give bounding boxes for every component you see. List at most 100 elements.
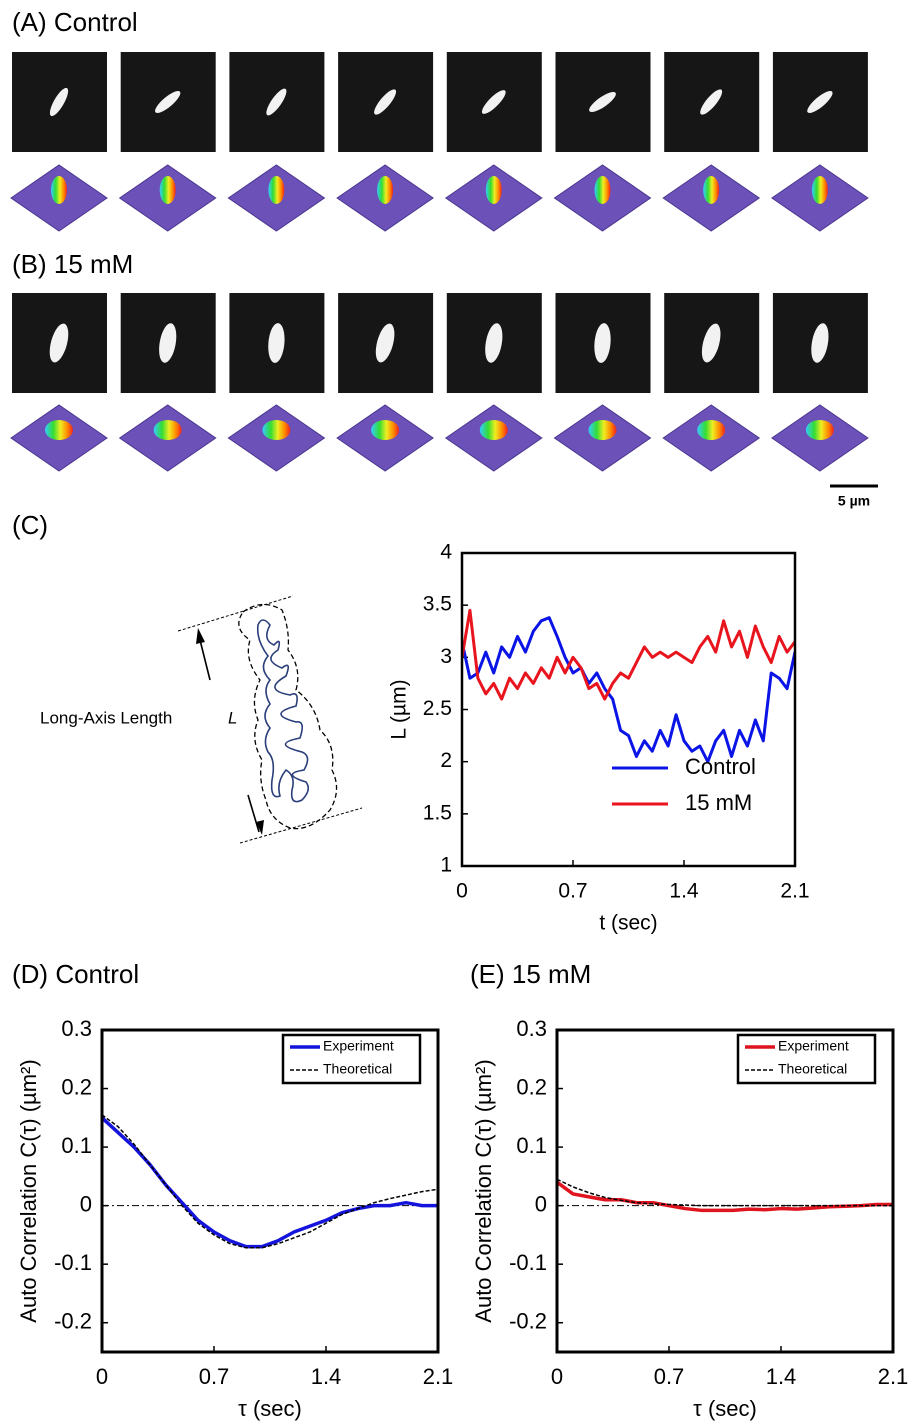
cell-image: [594, 323, 611, 363]
cell-image: [266, 88, 287, 116]
series-line: [102, 1116, 438, 1249]
x-axis-label: t (sec): [599, 912, 657, 935]
surface-peak: [377, 176, 394, 204]
panel-label: (D) Control: [12, 959, 139, 989]
series-line: [557, 1180, 893, 1213]
cell-image: [811, 323, 829, 363]
panel-label: (A) Control: [12, 7, 138, 37]
arrow-head: [256, 820, 264, 835]
y-axis-label: Auto Correlation C(τ) (µm²): [471, 1059, 496, 1322]
cell-image: [375, 323, 395, 363]
y-tick-label: 2.5: [423, 697, 452, 720]
x-tick-label: 0.7: [654, 1364, 685, 1389]
y-tick-label: 1: [440, 854, 452, 877]
cell-image: [155, 91, 181, 113]
cell-image: [700, 89, 723, 115]
cell-diagram: [177, 595, 363, 844]
cell-image: [481, 90, 506, 114]
y-tick-label: 0.1: [516, 1133, 547, 1158]
x-tick-label: 2.1: [780, 880, 809, 903]
cell-image: [374, 89, 397, 115]
scale-bar-label: 5 µm: [838, 493, 870, 509]
plot-frame: [460, 551, 797, 868]
y-tick-label: -0.2: [54, 1309, 92, 1334]
y-tick-label: 0.3: [516, 1016, 547, 1041]
y-tick-label: 0: [535, 1191, 547, 1216]
y-tick-label: 3.5: [423, 593, 452, 616]
y-tick-label: 3: [440, 645, 452, 668]
x-tick-label: 0: [551, 1364, 563, 1389]
surface-peak: [697, 420, 726, 440]
arrow: [199, 639, 211, 681]
y-axis-label: L (µm): [388, 679, 411, 739]
cell-image: [485, 323, 503, 363]
surface-peak: [45, 420, 73, 440]
surface-peak: [594, 176, 611, 204]
legend-label: Experiment: [323, 1038, 394, 1054]
series-line: [462, 608, 795, 701]
surface-peak: [262, 420, 291, 440]
x-tick-label: 1.4: [311, 1364, 342, 1389]
cell-image: [49, 323, 69, 363]
y-tick-label: 0.1: [61, 1133, 92, 1158]
plot-frame: [100, 1028, 440, 1354]
tangent-line: [177, 595, 294, 632]
y-tick-label: 0.2: [516, 1074, 547, 1099]
y-tick-label: -0.2: [509, 1309, 547, 1334]
cell-image: [268, 323, 285, 363]
surface-peak: [479, 420, 508, 440]
arrow-head: [196, 628, 205, 644]
legend-label: Experiment: [778, 1038, 849, 1054]
diagram-label: Long-Axis Length: [40, 708, 172, 727]
x-tick-label: 1.4: [669, 880, 699, 903]
cell-image: [159, 323, 177, 363]
x-tick-label: 0.7: [199, 1364, 230, 1389]
legend-box: [736, 1033, 877, 1085]
tangent-line: [239, 807, 363, 844]
surface-peak: [153, 420, 182, 440]
cell-image: [807, 91, 833, 113]
legend-label: Control: [685, 754, 756, 779]
legend-label: Theoretical: [323, 1061, 392, 1077]
cell-image: [701, 323, 721, 363]
surface-peak: [268, 176, 285, 204]
y-tick-label: 2: [440, 749, 452, 772]
y-tick-label: 4: [440, 541, 452, 564]
series-line: [462, 616, 795, 764]
panel-label: (C): [12, 510, 48, 540]
x-tick-label: 2.1: [423, 1364, 454, 1389]
y-tick-label: 0: [80, 1191, 92, 1216]
x-tick-label: 1.4: [766, 1364, 797, 1389]
diagram-symbol: L: [228, 708, 237, 727]
y-tick-label: 0.2: [61, 1074, 92, 1099]
x-tick-label: 0: [456, 880, 468, 903]
series-line: [102, 1114, 438, 1249]
y-tick-label: 1.5: [423, 801, 452, 824]
legend-label: 15 mM: [685, 790, 752, 815]
x-tick-label: 0: [96, 1364, 108, 1389]
surface-peak: [703, 176, 720, 204]
panel-label: (E) 15 mM: [470, 959, 591, 989]
cell-image: [589, 91, 616, 113]
surface-peak: [811, 176, 828, 204]
panel-label: (B) 15 mM: [12, 249, 133, 279]
plot-frame: [555, 1028, 895, 1354]
chromatin: [256, 619, 310, 803]
x-tick-label: 2.1: [878, 1364, 909, 1389]
legend-box: [281, 1033, 422, 1085]
surface-peak: [371, 420, 400, 440]
y-tick-label: 0.3: [61, 1016, 92, 1041]
surface-peak: [485, 176, 502, 204]
surface-peak: [159, 176, 176, 204]
legend-label: Theoretical: [778, 1061, 847, 1077]
x-tick-label: 0.7: [558, 880, 587, 903]
series-line: [557, 1178, 893, 1207]
surface-peak: [588, 420, 617, 440]
surface-peak: [805, 420, 834, 440]
x-axis-label: τ (sec): [693, 1396, 757, 1421]
surface-peak: [51, 176, 67, 204]
y-tick-label: -0.1: [54, 1250, 92, 1275]
y-axis-label: Auto Correlation C(τ) (µm²): [16, 1059, 41, 1322]
